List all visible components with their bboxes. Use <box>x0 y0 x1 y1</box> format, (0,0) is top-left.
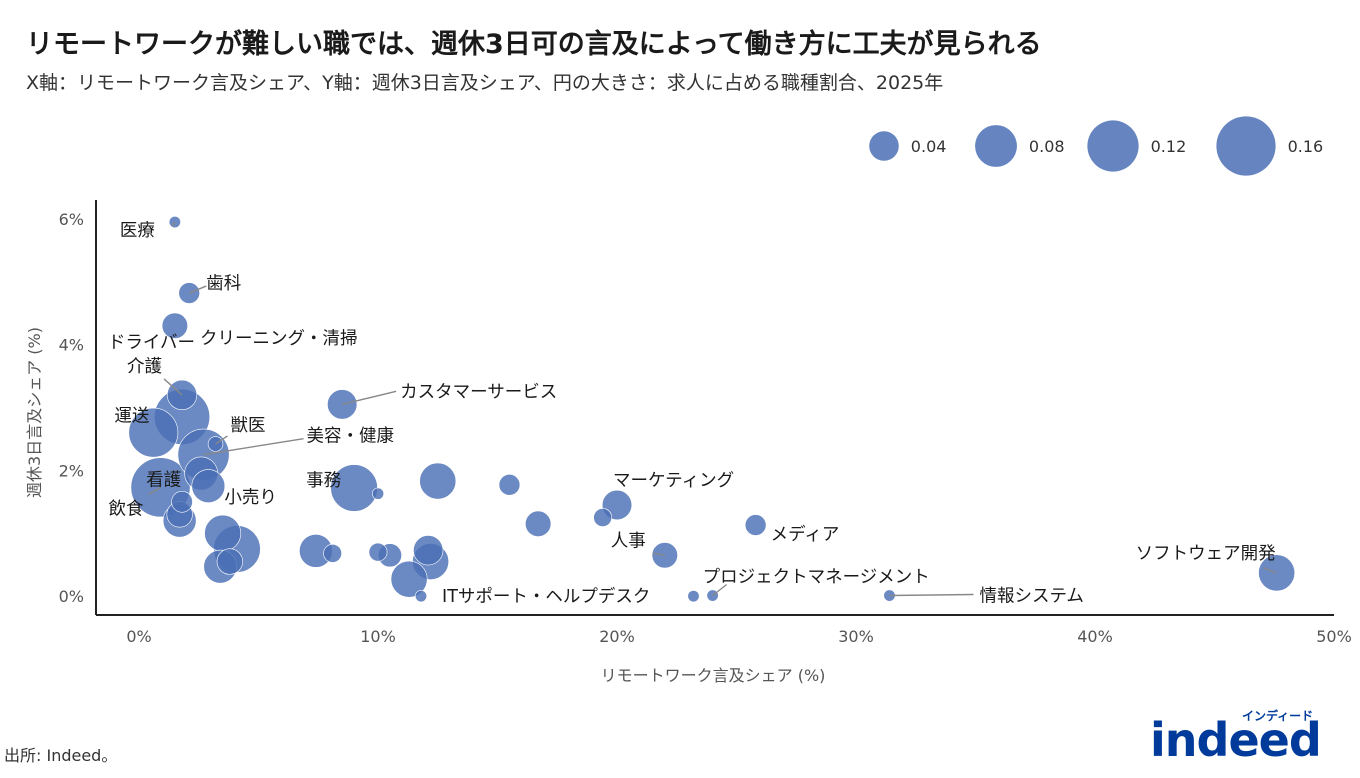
data-point <box>687 590 700 603</box>
y-tick-label: 2% <box>59 461 84 480</box>
data-point <box>390 560 428 598</box>
data-label: 情報システム <box>979 587 1083 607</box>
data-label: メディア <box>771 524 840 545</box>
data-label: 飲食 <box>109 499 144 519</box>
data-point <box>419 462 457 500</box>
data-label: ソフトウェア開発 <box>1136 544 1276 564</box>
data-label: ドライバー <box>108 333 195 353</box>
x-tick-label: 40% <box>1077 627 1113 646</box>
data-point <box>498 474 521 496</box>
data-label: カスタマーサービス <box>400 382 557 402</box>
data-point <box>168 215 181 229</box>
source-note: 出所: Indeed。 <box>4 746 118 765</box>
data-label: 事務 <box>306 471 341 491</box>
label-leader-line <box>148 486 161 495</box>
data-point <box>525 510 552 537</box>
legend-bubble <box>1216 116 1276 176</box>
label-leader-line <box>342 390 397 406</box>
logo-kana: インディード <box>1242 708 1313 723</box>
x-tick-label: 20% <box>599 627 635 646</box>
data-point <box>128 407 179 458</box>
legend-label: 0.16 <box>1288 137 1324 156</box>
data-point <box>593 508 613 527</box>
data-label: プロジェクトマネージメント <box>703 568 930 588</box>
data-label: マーケティング <box>613 471 734 491</box>
legend-bubble <box>975 125 1017 167</box>
data-label: クリーニング・清掃 <box>200 329 358 349</box>
chart-title: リモートワークが難しい職では、週休3日可の言及によって働き方に工夫が見られる <box>26 29 1042 60</box>
data-label: 獣医 <box>230 416 265 436</box>
data-point <box>415 590 428 603</box>
data-point <box>327 389 358 420</box>
data-label: 歯科 <box>206 274 241 294</box>
data-label: 看護 <box>146 471 181 491</box>
data-point <box>161 312 188 339</box>
data-point <box>191 469 226 503</box>
legend-label: 0.12 <box>1151 137 1187 156</box>
data-label: 美容・健康 <box>307 427 395 447</box>
legend-label: 0.04 <box>911 137 947 156</box>
data-label: 医療 <box>120 221 155 241</box>
y-tick-label: 6% <box>59 210 84 229</box>
data-point <box>204 514 242 552</box>
legend-bubble <box>869 131 899 161</box>
legend-label: 0.08 <box>1029 137 1065 156</box>
label-leader-line <box>188 285 207 294</box>
data-point <box>216 548 243 575</box>
data-label: ITサポート・ヘルプデスク <box>442 586 650 607</box>
legend-bubble <box>1087 120 1139 172</box>
y-tick-label: 4% <box>59 336 84 355</box>
label-leader-line <box>172 221 176 227</box>
label-leader-line <box>163 378 183 396</box>
label-leader-line <box>889 593 974 597</box>
label-leader-line <box>652 552 665 556</box>
y-tick-label: 0% <box>59 587 84 606</box>
chart-subtitle: X軸：リモートワーク言及シェア、Y軸：週休3日言及シェア、円の大きさ：求人に占め… <box>26 72 944 94</box>
label-leader-line <box>215 435 228 445</box>
x-tick-label: 0% <box>126 627 151 646</box>
x-axis-title: リモートワーク言及シェア (%) <box>601 666 826 685</box>
data-point <box>413 535 444 566</box>
data-label: 小売り <box>224 488 277 508</box>
logo-wordmark: indeed <box>1150 713 1321 762</box>
indeed-logo: インディード indeed <box>1150 708 1322 762</box>
label-leader-line <box>712 583 728 597</box>
x-tick-label: 50% <box>1316 627 1352 646</box>
data-point <box>744 514 767 536</box>
data-point <box>368 542 388 562</box>
x-tick-label: 30% <box>838 627 874 646</box>
data-label: 人事 <box>611 531 646 551</box>
data-label: 介護 <box>127 357 162 377</box>
data-label: 運送 <box>114 407 149 427</box>
label-leader-line <box>203 437 304 456</box>
data-point <box>323 544 342 563</box>
x-tick-label: 10% <box>360 627 396 646</box>
y-axis-title: 週休3日言及シェア (%) <box>25 327 44 498</box>
data-point <box>171 491 193 513</box>
label-leader-line <box>1263 567 1277 574</box>
data-point <box>371 487 385 500</box>
